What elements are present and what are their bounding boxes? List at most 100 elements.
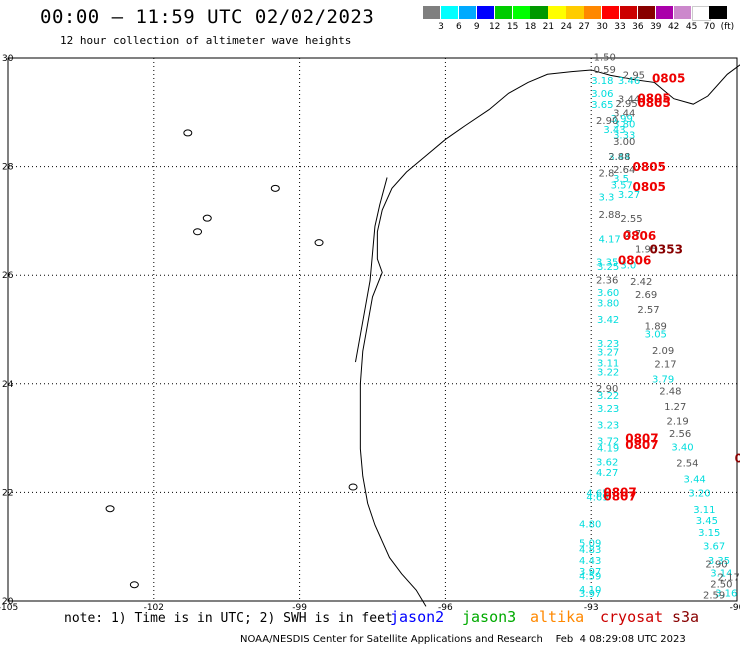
legend-swatch	[673, 6, 691, 19]
legend-swatch	[637, 6, 656, 19]
pass-time-label: 0805	[637, 96, 670, 110]
wave-height-value: 3.18	[591, 76, 613, 87]
lagoon-outline	[354, 177, 388, 363]
wave-height-value: 2.17	[654, 360, 676, 371]
lake-outline	[183, 129, 193, 137]
pass-time-label: 0807	[603, 486, 636, 500]
wave-height-value: 3.05	[645, 330, 667, 341]
legend-swatch	[709, 6, 727, 19]
wave-height-value: 3.44	[613, 109, 635, 120]
longitude-label: -96	[438, 603, 453, 613]
latitude-label: 24	[2, 380, 14, 390]
pass-time-label: 0807	[625, 431, 658, 445]
wave-height-value: 3.44	[684, 475, 706, 486]
wave-height-value: 4.17	[598, 235, 620, 246]
legend-label: 15	[506, 22, 519, 32]
wave-height-value: 2.90	[596, 384, 618, 395]
wave-height-value: 3.99	[611, 114, 633, 125]
pass-time-label: 0353	[650, 242, 683, 256]
legend-label: 70	[703, 22, 716, 32]
wave-height-value: 3.35	[596, 257, 618, 268]
note-text: note: 1) Time is in UTC; 2) SWH is in fe…	[64, 611, 393, 626]
wave-height-value: 3.0	[620, 261, 636, 272]
wave-height-value: 2.64	[613, 165, 635, 176]
longitude-label: -99	[292, 603, 307, 613]
lake-outline	[348, 483, 358, 491]
wave-height-value: 3.20	[688, 489, 710, 500]
latitude-label: 28	[2, 163, 14, 173]
wave-height-value: 3.79	[652, 375, 674, 386]
longitude-label: -90	[730, 603, 740, 613]
legend-label: 24	[560, 22, 573, 32]
wave-height-value: 3.11	[597, 358, 619, 369]
pass-time-label: 0805	[637, 92, 670, 106]
map-subtitle: 12 hour collection of altimeter wave hei…	[60, 34, 352, 47]
pass-time-label: 0807	[625, 438, 658, 452]
legend-label: 33	[614, 22, 626, 32]
legend-label: 12	[488, 22, 501, 32]
wave-height-value: 1.27	[664, 402, 686, 413]
wave-height-value: 3.60	[597, 288, 619, 299]
pass-time-label: 0806	[618, 253, 651, 267]
wave-height-value: 3.46	[618, 76, 640, 87]
wave-height-value: 2.54	[676, 458, 698, 469]
wave-height-value: 3.42	[597, 315, 619, 326]
wave-height-value: 3.43	[603, 125, 625, 136]
legend-label: 21	[542, 22, 555, 32]
legend-swatch	[619, 6, 638, 19]
wave-height-value: 3.15	[698, 528, 720, 539]
wave-height-value: 4.69	[586, 493, 608, 504]
wave-height-value: 3.22	[597, 368, 619, 379]
legend-swatch	[566, 6, 584, 19]
wave-height-value: 3.35	[708, 556, 730, 567]
pass-time-label: 0352	[735, 452, 740, 466]
lake-outline	[314, 239, 324, 247]
legend-label: 6	[456, 22, 462, 32]
pass-time-label: 0806	[623, 229, 656, 243]
map-title: 00:00 – 11:59 UTC 02/02/2023	[40, 6, 375, 28]
wave-height-value: 2.36	[596, 275, 618, 286]
legend-swatch	[548, 6, 566, 19]
wave-height-value: 1.89	[645, 322, 667, 333]
wave-height-value: 3.06	[591, 89, 613, 100]
wave-height-value: 2.90	[705, 559, 727, 570]
legend-label: 42	[667, 22, 680, 32]
wave-height-value: 4.10	[579, 585, 601, 596]
lake-outline	[105, 505, 115, 513]
latitude-label: 20	[2, 597, 14, 607]
legend-swatch	[512, 6, 530, 19]
wave-height-value: 3.45	[696, 516, 718, 527]
wave-height-value: 2.50	[710, 579, 732, 590]
wave-height-value: 4.80	[579, 520, 601, 531]
wave-height-value: 2.69	[635, 290, 657, 301]
wave-height-value: 2.57	[637, 305, 659, 316]
latitude-label: 26	[2, 271, 14, 281]
legend-label: 30	[596, 22, 608, 32]
lake-outline	[129, 581, 139, 589]
latitude-label: 22	[2, 488, 13, 498]
wave-height-value: 3.80	[597, 299, 619, 310]
wave-height-value: 4.59	[579, 571, 601, 582]
coastline	[359, 64, 740, 607]
wave-height-value: 5.09	[579, 539, 601, 550]
satellite-label-jason3: jason3	[462, 608, 517, 626]
longitude-label: -102	[144, 603, 164, 613]
wave-height-value: 2.7	[625, 229, 641, 240]
wave-height-value: 2.55	[620, 214, 642, 225]
wave-height-value: 3.27	[618, 190, 640, 201]
legend-label: 9	[473, 22, 480, 32]
color-legend: 3 6 9 12 15 18 21 24 27 30 33 36 39 42 45 70 (ft)	[423, 6, 734, 32]
legend-label: 3	[438, 22, 444, 32]
wave-height-value: 3.23	[597, 339, 619, 350]
wave-height-value: 3.16	[715, 589, 737, 600]
satellite-label-cryosat: cryosat	[600, 608, 664, 626]
legend-swatch	[655, 6, 674, 19]
latitude-label: 30	[2, 54, 14, 64]
legend-label: 36	[632, 22, 644, 32]
wave-height-value: 3.25	[597, 262, 619, 273]
pass-time-label: 0807	[603, 490, 636, 504]
footer-credit: NOAA/NESDIS Center for Satellite Applica…	[240, 634, 686, 645]
wave-height-value: 3.23	[597, 404, 619, 415]
wave-height-value: 2.09	[652, 346, 674, 357]
